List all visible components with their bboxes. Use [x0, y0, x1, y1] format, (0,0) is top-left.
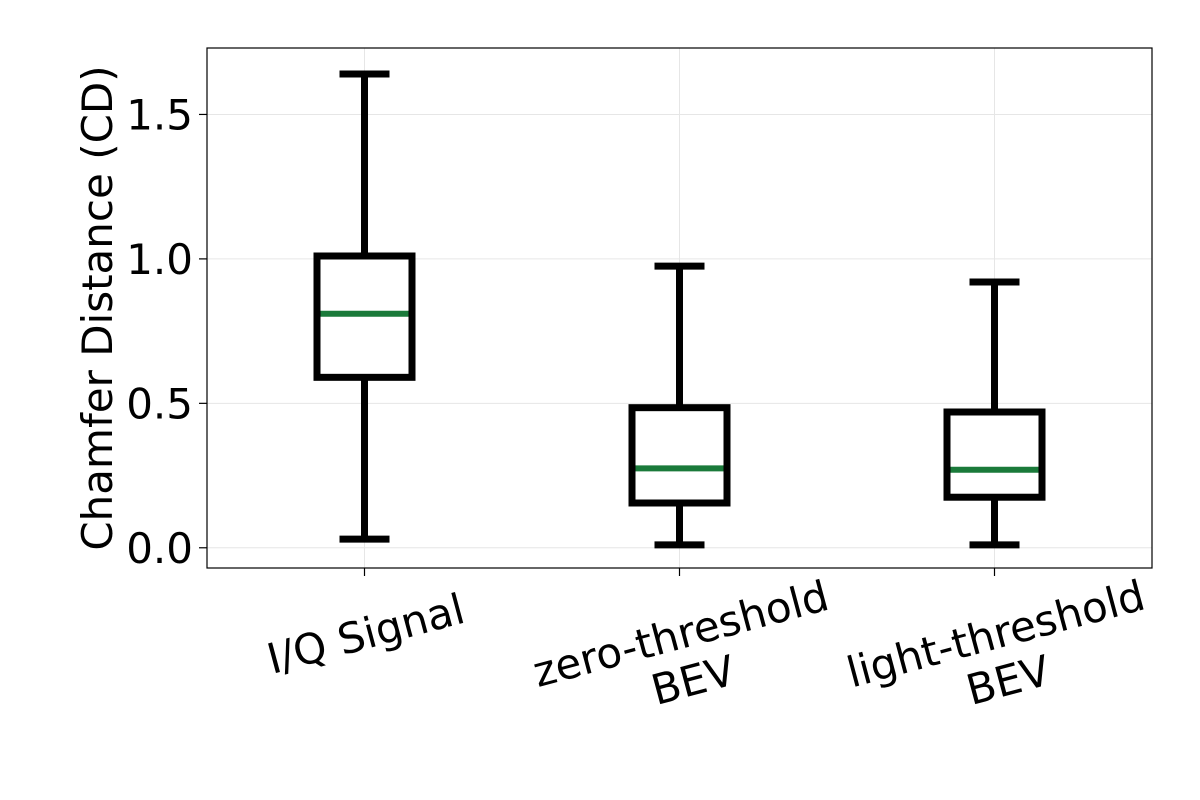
- y-tick-label: 1.5: [126, 90, 193, 139]
- y-tick-label: 0.5: [126, 379, 193, 428]
- box-group: [943, 278, 1046, 549]
- y-axis-title: Chamfer Distance (CD): [73, 65, 122, 550]
- axes-layer: [199, 47, 1153, 576]
- x-tick-label-line: I/Q Signal: [262, 584, 470, 684]
- boxes-layer: [313, 70, 1046, 549]
- y-tick-label: 1.0: [126, 235, 193, 284]
- box-iqr: [628, 404, 731, 507]
- box-group: [313, 70, 416, 543]
- y-tick-label: 0.0: [126, 524, 193, 573]
- x-tick-label: I/Q Signal: [262, 584, 470, 684]
- box-group: [628, 262, 731, 549]
- box-iqr: [943, 408, 1046, 501]
